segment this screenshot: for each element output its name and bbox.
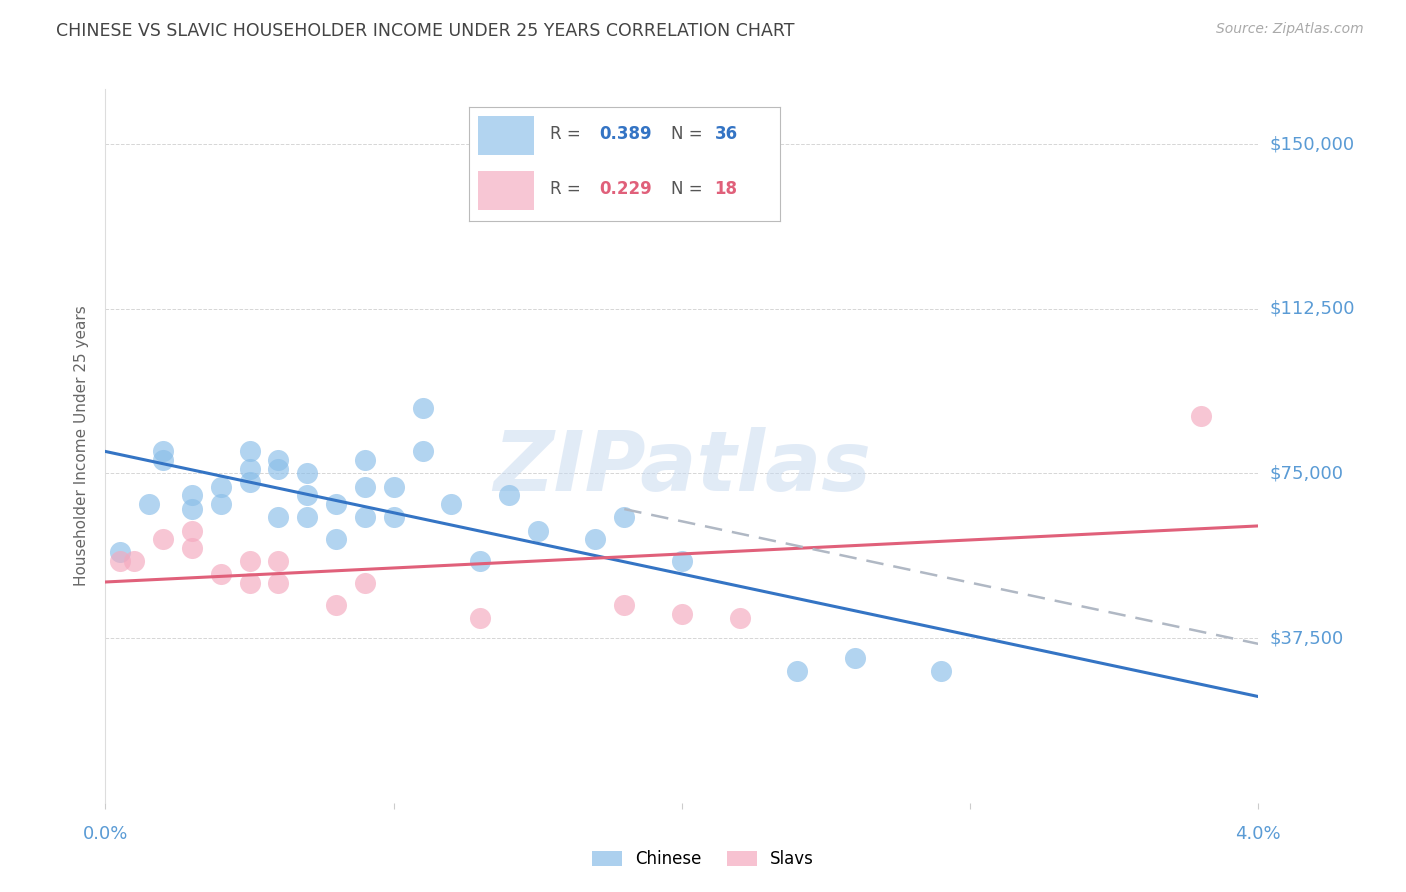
Point [353, 480, 375, 494]
Point [295, 488, 318, 502]
Point [209, 497, 232, 511]
Point [325, 598, 347, 612]
Text: 0.229: 0.229 [599, 180, 652, 198]
Point [411, 401, 433, 415]
Point [786, 664, 808, 678]
Point [325, 497, 347, 511]
Point [152, 453, 174, 467]
Point [152, 533, 174, 547]
Text: 0.389: 0.389 [599, 126, 652, 144]
Text: R =: R = [550, 180, 585, 198]
Text: R =: R = [550, 126, 585, 144]
Point [440, 497, 463, 511]
Point [613, 598, 636, 612]
Point [180, 524, 202, 538]
Text: N =: N = [671, 126, 707, 144]
Point [180, 501, 202, 516]
Point [411, 444, 433, 458]
Text: $75,000: $75,000 [1270, 465, 1344, 483]
Point [239, 444, 262, 458]
Point [844, 651, 866, 665]
Point [209, 567, 232, 582]
Point [931, 664, 953, 678]
Text: 0.0%: 0.0% [83, 825, 128, 843]
Text: 4.0%: 4.0% [1236, 825, 1281, 843]
Text: $112,500: $112,500 [1270, 300, 1355, 318]
Text: $37,500: $37,500 [1270, 629, 1344, 647]
Point [382, 480, 405, 494]
Point [267, 462, 290, 476]
Point [468, 554, 492, 568]
Point [498, 488, 520, 502]
Point [209, 480, 232, 494]
Point [585, 533, 607, 547]
Point [239, 554, 262, 568]
Text: 36: 36 [714, 126, 738, 144]
Point [353, 453, 375, 467]
Point [353, 576, 375, 591]
Point [138, 497, 160, 511]
Legend: Chinese, Slavs: Chinese, Slavs [585, 844, 821, 875]
Point [180, 541, 202, 555]
Point [382, 510, 405, 524]
Y-axis label: Householder Income Under 25 years: Householder Income Under 25 years [75, 306, 90, 586]
Point [108, 554, 131, 568]
Point [295, 510, 318, 524]
Point [526, 524, 548, 538]
Point [1189, 409, 1212, 424]
Point [613, 510, 636, 524]
Point [239, 475, 262, 490]
Point [152, 444, 174, 458]
Text: Source: ZipAtlas.com: Source: ZipAtlas.com [1216, 22, 1364, 37]
Point [267, 510, 290, 524]
Point [267, 576, 290, 591]
Point [671, 607, 693, 621]
Point [267, 554, 290, 568]
Point [267, 453, 290, 467]
Point [239, 576, 262, 591]
Point [353, 510, 375, 524]
Text: N =: N = [671, 180, 707, 198]
Text: CHINESE VS SLAVIC HOUSEHOLDER INCOME UNDER 25 YEARS CORRELATION CHART: CHINESE VS SLAVIC HOUSEHOLDER INCOME UND… [56, 22, 794, 40]
Text: ZIPatlas: ZIPatlas [494, 427, 870, 508]
Point [108, 545, 131, 559]
Point [295, 467, 318, 481]
Point [124, 554, 146, 568]
Point [239, 462, 262, 476]
Point [728, 611, 751, 625]
Point [325, 533, 347, 547]
Text: 18: 18 [714, 180, 738, 198]
Point [180, 488, 202, 502]
Point [671, 554, 693, 568]
Bar [478, 171, 534, 210]
Bar [478, 116, 534, 155]
Text: $150,000: $150,000 [1270, 135, 1355, 153]
Point [468, 611, 492, 625]
